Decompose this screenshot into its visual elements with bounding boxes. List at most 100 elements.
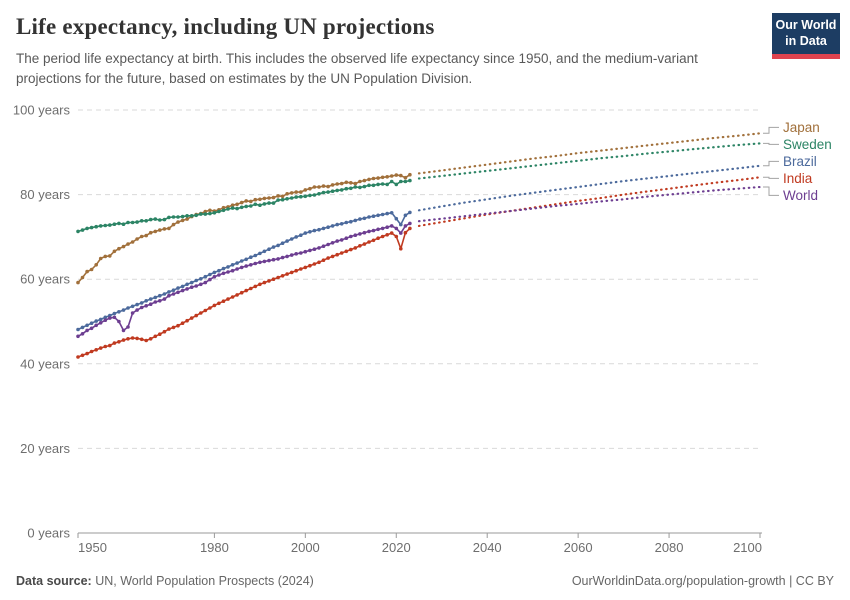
- marker-world: [76, 334, 80, 339]
- marker-world: [185, 287, 189, 291]
- marker-india: [80, 353, 85, 358]
- marker-sweden: [80, 228, 85, 232]
- marker-world: [239, 265, 244, 270]
- owid-logo[interactable]: Our World in Data: [772, 13, 840, 59]
- marker-india: [153, 334, 158, 339]
- series-line-projected-sweden[interactable]: [417, 142, 762, 180]
- marker-brazil: [344, 220, 349, 225]
- marker-india: [226, 297, 230, 301]
- series-japan[interactable]: Japan: [76, 120, 820, 285]
- marker-japan: [76, 280, 80, 285]
- marker-india: [217, 301, 221, 306]
- owid-link[interactable]: OurWorldinData.org/population-growth | C…: [571, 574, 834, 588]
- marker-india: [162, 329, 167, 334]
- entity-label-india[interactable]: India: [783, 171, 813, 186]
- marker-sweden: [121, 222, 126, 226]
- marker-world: [408, 221, 412, 226]
- marker-brazil: [226, 265, 230, 269]
- marker-sweden: [126, 220, 130, 225]
- series-line-observed-world[interactable]: [77, 222, 411, 337]
- series-line-observed-brazil[interactable]: [77, 211, 411, 331]
- marker-india: [294, 268, 299, 273]
- series-line-projected-brazil[interactable]: [417, 164, 762, 212]
- series-line-projected-world[interactable]: [417, 185, 762, 223]
- marker-india: [235, 293, 239, 297]
- marker-india: [121, 338, 126, 342]
- marker-brazil: [212, 270, 217, 275]
- y-tick-label-40: 40 years: [20, 356, 70, 371]
- marker-brazil: [258, 251, 262, 256]
- marker-world: [303, 249, 308, 254]
- series-line-projected-japan[interactable]: [417, 132, 762, 175]
- entity-label-sweden[interactable]: Sweden: [783, 137, 832, 152]
- marker-brazil: [253, 253, 258, 258]
- marker-india: [112, 341, 117, 345]
- x-tick-label-2100: 2100: [733, 540, 762, 555]
- marker-india: [380, 234, 385, 239]
- marker-world: [371, 228, 376, 233]
- marker-sweden: [235, 206, 239, 211]
- series-line-projected-india[interactable]: [417, 176, 762, 227]
- marker-brazil: [80, 325, 85, 330]
- marker-sweden: [239, 205, 244, 210]
- marker-sweden: [103, 223, 108, 228]
- marker-japan: [244, 199, 248, 203]
- marker-india: [98, 346, 103, 350]
- marker-brazil: [108, 313, 112, 318]
- marker-japan: [280, 194, 285, 199]
- x-tick-label-1950: 1950: [78, 540, 107, 555]
- marker-sweden: [148, 217, 153, 222]
- marker-japan: [94, 263, 98, 267]
- entity-label-japan[interactable]: Japan: [783, 120, 820, 135]
- marker-brazil: [112, 311, 117, 316]
- marker-india: [85, 351, 89, 356]
- marker-india: [403, 230, 408, 235]
- marker-brazil: [98, 317, 103, 322]
- entity-label-world[interactable]: World: [783, 188, 818, 203]
- marker-sweden: [153, 217, 158, 221]
- marker-sweden: [221, 208, 226, 213]
- marker-japan: [126, 242, 130, 246]
- marker-japan: [85, 269, 89, 274]
- marker-world: [189, 285, 194, 290]
- marker-sweden: [94, 224, 98, 229]
- marker-sweden: [85, 226, 89, 231]
- marker-world: [280, 255, 285, 260]
- marker-world: [130, 311, 135, 315]
- marker-world: [167, 293, 171, 298]
- series-india[interactable]: India: [76, 171, 813, 359]
- marker-sweden: [230, 206, 235, 210]
- marker-japan: [299, 190, 303, 194]
- marker-world: [330, 241, 335, 245]
- marker-japan: [285, 192, 289, 196]
- marker-brazil: [235, 261, 239, 265]
- marker-india: [339, 251, 344, 255]
- entity-label-brazil[interactable]: Brazil: [783, 154, 817, 169]
- marker-brazil: [117, 310, 121, 314]
- series-world[interactable]: World: [76, 185, 818, 339]
- marker-india: [330, 254, 335, 259]
- marker-sweden: [262, 202, 267, 206]
- marker-sweden: [180, 214, 185, 219]
- marker-sweden: [394, 182, 399, 187]
- marker-sweden: [326, 190, 330, 194]
- marker-sweden: [135, 220, 139, 224]
- marker-india: [358, 244, 362, 248]
- marker-india: [249, 286, 253, 291]
- marker-india: [189, 316, 194, 320]
- marker-brazil: [167, 290, 171, 294]
- marker-india: [76, 355, 80, 359]
- series-brazil[interactable]: Brazil: [76, 154, 817, 332]
- marker-sweden: [244, 204, 248, 209]
- marker-world: [135, 308, 139, 312]
- marker-world: [367, 229, 371, 234]
- marker-brazil: [103, 315, 108, 320]
- marker-brazil: [194, 278, 198, 283]
- marker-world: [117, 319, 121, 324]
- series-sweden[interactable]: Sweden: [76, 137, 832, 234]
- marker-brazil: [317, 227, 321, 232]
- marker-india: [253, 284, 258, 289]
- marker-japan: [235, 202, 239, 207]
- marker-world: [80, 332, 85, 336]
